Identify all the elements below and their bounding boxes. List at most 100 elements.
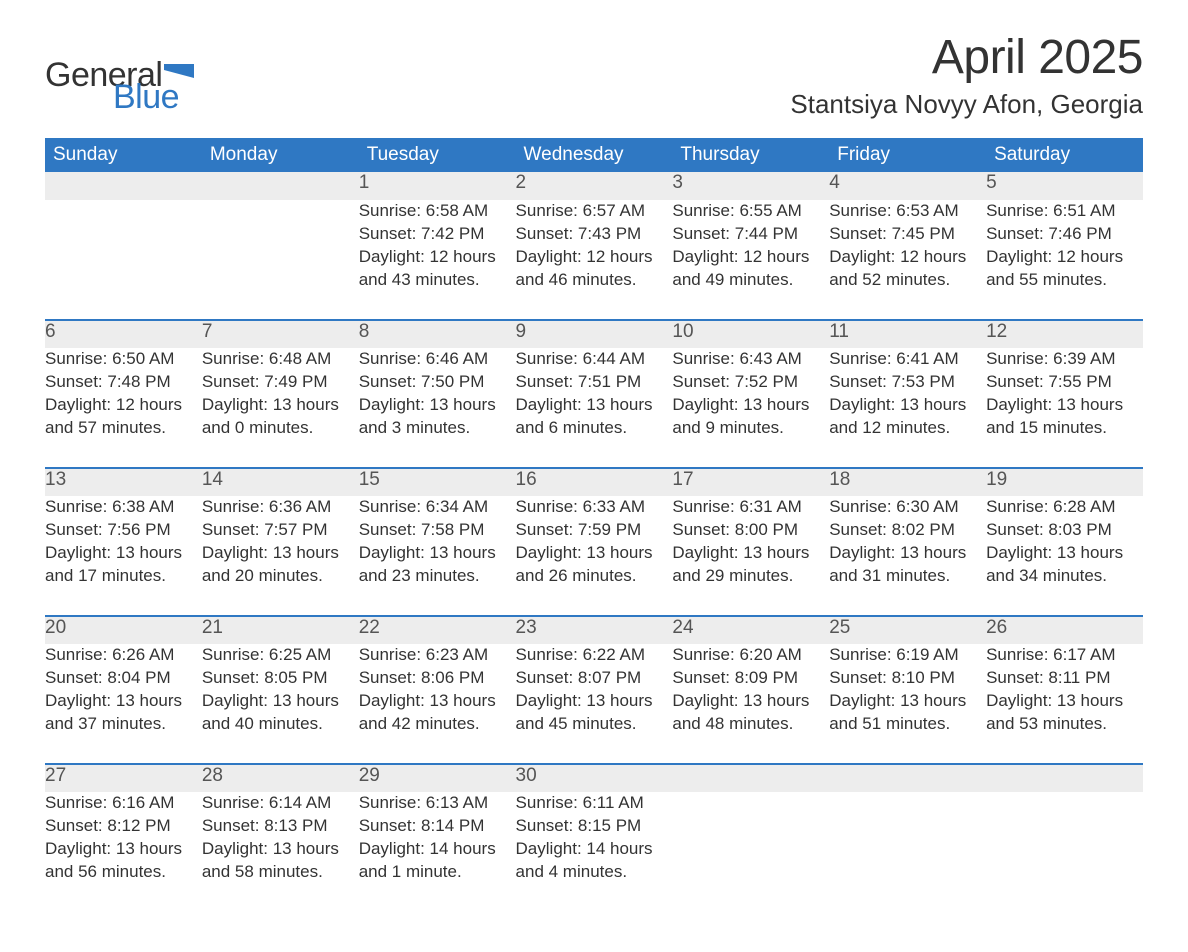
day-number-cell: 29 — [359, 764, 516, 792]
day-number-cell: 6 — [45, 320, 202, 348]
sunset-text: Sunset: 7:53 PM — [829, 371, 986, 394]
day-detail-cell: Sunrise: 6:50 AMSunset: 7:48 PMDaylight:… — [45, 348, 202, 468]
day-detail-cell: Sunrise: 6:57 AMSunset: 7:43 PMDaylight:… — [516, 200, 673, 320]
sunrise-text: Sunrise: 6:39 AM — [986, 348, 1143, 371]
daylight-text: Daylight: 13 hours and 9 minutes. — [672, 394, 829, 440]
sunrise-text: Sunrise: 6:36 AM — [202, 496, 359, 519]
day-detail-cell: Sunrise: 6:23 AMSunset: 8:06 PMDaylight:… — [359, 644, 516, 764]
day-detail-cell: Sunrise: 6:38 AMSunset: 7:56 PMDaylight:… — [45, 496, 202, 616]
sunrise-text: Sunrise: 6:41 AM — [829, 348, 986, 371]
sunset-text: Sunset: 7:55 PM — [986, 371, 1143, 394]
sunrise-text: Sunrise: 6:20 AM — [672, 644, 829, 667]
daylight-text: Daylight: 12 hours and 46 minutes. — [516, 246, 673, 292]
day-number-cell: 14 — [202, 468, 359, 496]
weekday-header: Tuesday — [359, 138, 516, 172]
sunset-text: Sunset: 7:42 PM — [359, 223, 516, 246]
day-number-row: 12345 — [45, 172, 1143, 200]
sunset-text: Sunset: 8:14 PM — [359, 815, 516, 838]
day-detail-cell: Sunrise: 6:43 AMSunset: 7:52 PMDaylight:… — [672, 348, 829, 468]
day-detail-cell: Sunrise: 6:19 AMSunset: 8:10 PMDaylight:… — [829, 644, 986, 764]
day-number-cell — [986, 764, 1143, 792]
sunset-text: Sunset: 7:46 PM — [986, 223, 1143, 246]
day-detail-cell — [986, 792, 1143, 912]
sunset-text: Sunset: 7:57 PM — [202, 519, 359, 542]
sunrise-text: Sunrise: 6:38 AM — [45, 496, 202, 519]
sunrise-text: Sunrise: 6:44 AM — [516, 348, 673, 371]
day-detail-cell: Sunrise: 6:39 AMSunset: 7:55 PMDaylight:… — [986, 348, 1143, 468]
day-number-cell: 13 — [45, 468, 202, 496]
sunrise-text: Sunrise: 6:22 AM — [516, 644, 673, 667]
sunset-text: Sunset: 7:49 PM — [202, 371, 359, 394]
day-detail-row: Sunrise: 6:16 AMSunset: 8:12 PMDaylight:… — [45, 792, 1143, 912]
daylight-text: Daylight: 13 hours and 17 minutes. — [45, 542, 202, 588]
sunset-text: Sunset: 7:58 PM — [359, 519, 516, 542]
day-detail-cell: Sunrise: 6:17 AMSunset: 8:11 PMDaylight:… — [986, 644, 1143, 764]
sunset-text: Sunset: 7:43 PM — [516, 223, 673, 246]
day-detail-cell: Sunrise: 6:16 AMSunset: 8:12 PMDaylight:… — [45, 792, 202, 912]
day-detail-cell: Sunrise: 6:55 AMSunset: 7:44 PMDaylight:… — [672, 200, 829, 320]
day-detail-cell: Sunrise: 6:34 AMSunset: 7:58 PMDaylight:… — [359, 496, 516, 616]
day-detail-row: Sunrise: 6:58 AMSunset: 7:42 PMDaylight:… — [45, 200, 1143, 320]
sunset-text: Sunset: 8:00 PM — [672, 519, 829, 542]
day-number-cell — [45, 172, 202, 200]
sunrise-text: Sunrise: 6:53 AM — [829, 200, 986, 223]
sunset-text: Sunset: 8:04 PM — [45, 667, 202, 690]
sunrise-text: Sunrise: 6:11 AM — [516, 792, 673, 815]
day-number-cell: 11 — [829, 320, 986, 348]
sunset-text: Sunset: 7:44 PM — [672, 223, 829, 246]
sunrise-text: Sunrise: 6:51 AM — [986, 200, 1143, 223]
day-detail-cell: Sunrise: 6:46 AMSunset: 7:50 PMDaylight:… — [359, 348, 516, 468]
daylight-text: Daylight: 12 hours and 43 minutes. — [359, 246, 516, 292]
day-number-row: 20212223242526 — [45, 616, 1143, 644]
daylight-text: Daylight: 13 hours and 51 minutes. — [829, 690, 986, 736]
sunset-text: Sunset: 8:11 PM — [986, 667, 1143, 690]
day-number-cell: 23 — [516, 616, 673, 644]
sunset-text: Sunset: 8:13 PM — [202, 815, 359, 838]
sunrise-text: Sunrise: 6:30 AM — [829, 496, 986, 519]
weekday-header: Thursday — [672, 138, 829, 172]
day-detail-cell: Sunrise: 6:11 AMSunset: 8:15 PMDaylight:… — [516, 792, 673, 912]
sunrise-text: Sunrise: 6:34 AM — [359, 496, 516, 519]
daylight-text: Daylight: 13 hours and 20 minutes. — [202, 542, 359, 588]
sunrise-text: Sunrise: 6:25 AM — [202, 644, 359, 667]
day-detail-cell: Sunrise: 6:44 AMSunset: 7:51 PMDaylight:… — [516, 348, 673, 468]
day-detail-cell: Sunrise: 6:26 AMSunset: 8:04 PMDaylight:… — [45, 644, 202, 764]
day-detail-cell: Sunrise: 6:20 AMSunset: 8:09 PMDaylight:… — [672, 644, 829, 764]
day-number-cell: 24 — [672, 616, 829, 644]
sunset-text: Sunset: 7:50 PM — [359, 371, 516, 394]
sunset-text: Sunset: 7:51 PM — [516, 371, 673, 394]
daylight-text: Daylight: 13 hours and 0 minutes. — [202, 394, 359, 440]
day-number-row: 27282930 — [45, 764, 1143, 792]
day-number-cell: 18 — [829, 468, 986, 496]
day-number-cell: 20 — [45, 616, 202, 644]
sunset-text: Sunset: 8:02 PM — [829, 519, 986, 542]
sunrise-text: Sunrise: 6:43 AM — [672, 348, 829, 371]
day-number-row: 13141516171819 — [45, 468, 1143, 496]
sunrise-text: Sunrise: 6:50 AM — [45, 348, 202, 371]
sunset-text: Sunset: 8:05 PM — [202, 667, 359, 690]
weekday-header: Wednesday — [516, 138, 673, 172]
day-number-cell: 27 — [45, 764, 202, 792]
daylight-text: Daylight: 13 hours and 45 minutes. — [516, 690, 673, 736]
day-number-cell: 8 — [359, 320, 516, 348]
day-detail-cell: Sunrise: 6:41 AMSunset: 7:53 PMDaylight:… — [829, 348, 986, 468]
sunset-text: Sunset: 8:06 PM — [359, 667, 516, 690]
sunrise-text: Sunrise: 6:48 AM — [202, 348, 359, 371]
sunset-text: Sunset: 8:03 PM — [986, 519, 1143, 542]
day-number-cell — [672, 764, 829, 792]
day-number-cell: 2 — [516, 172, 673, 200]
day-number-cell: 15 — [359, 468, 516, 496]
sunset-text: Sunset: 7:59 PM — [516, 519, 673, 542]
sunset-text: Sunset: 7:48 PM — [45, 371, 202, 394]
daylight-text: Daylight: 13 hours and 6 minutes. — [516, 394, 673, 440]
daylight-text: Daylight: 13 hours and 48 minutes. — [672, 690, 829, 736]
page-header: General Blue April 2025 Stantsiya Novyy … — [45, 30, 1143, 120]
sunset-text: Sunset: 7:52 PM — [672, 371, 829, 394]
daylight-text: Daylight: 13 hours and 3 minutes. — [359, 394, 516, 440]
day-detail-cell: Sunrise: 6:53 AMSunset: 7:45 PMDaylight:… — [829, 200, 986, 320]
day-number-cell: 22 — [359, 616, 516, 644]
day-detail-row: Sunrise: 6:26 AMSunset: 8:04 PMDaylight:… — [45, 644, 1143, 764]
day-detail-cell: Sunrise: 6:58 AMSunset: 7:42 PMDaylight:… — [359, 200, 516, 320]
day-number-cell: 5 — [986, 172, 1143, 200]
day-number-cell: 9 — [516, 320, 673, 348]
